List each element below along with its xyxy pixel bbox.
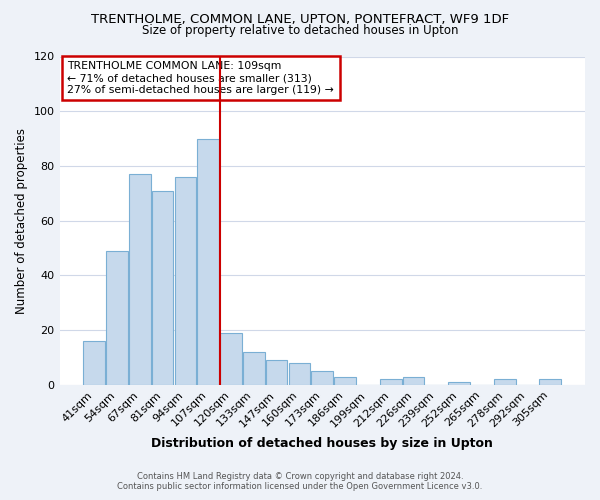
Bar [197,138,219,385]
Bar [539,380,561,385]
Text: TRENTHOLME COMMON LANE: 109sqm
← 71% of detached houses are smaller (313)
27% of: TRENTHOLME COMMON LANE: 109sqm ← 71% of … [67,62,334,94]
Bar [311,371,333,385]
X-axis label: Distribution of detached houses by size in Upton: Distribution of detached houses by size … [151,437,493,450]
Bar [152,190,173,385]
Bar [380,380,401,385]
Y-axis label: Number of detached properties: Number of detached properties [15,128,28,314]
Bar [83,341,105,385]
Bar [220,333,242,385]
Text: Contains HM Land Registry data © Crown copyright and database right 2024.
Contai: Contains HM Land Registry data © Crown c… [118,472,482,491]
Bar [129,174,151,385]
Bar [403,376,424,385]
Bar [266,360,287,385]
Bar [334,376,356,385]
Bar [494,380,515,385]
Bar [106,251,128,385]
Text: TRENTHOLME, COMMON LANE, UPTON, PONTEFRACT, WF9 1DF: TRENTHOLME, COMMON LANE, UPTON, PONTEFRA… [91,12,509,26]
Bar [289,363,310,385]
Bar [175,177,196,385]
Bar [243,352,265,385]
Text: Size of property relative to detached houses in Upton: Size of property relative to detached ho… [142,24,458,37]
Bar [448,382,470,385]
